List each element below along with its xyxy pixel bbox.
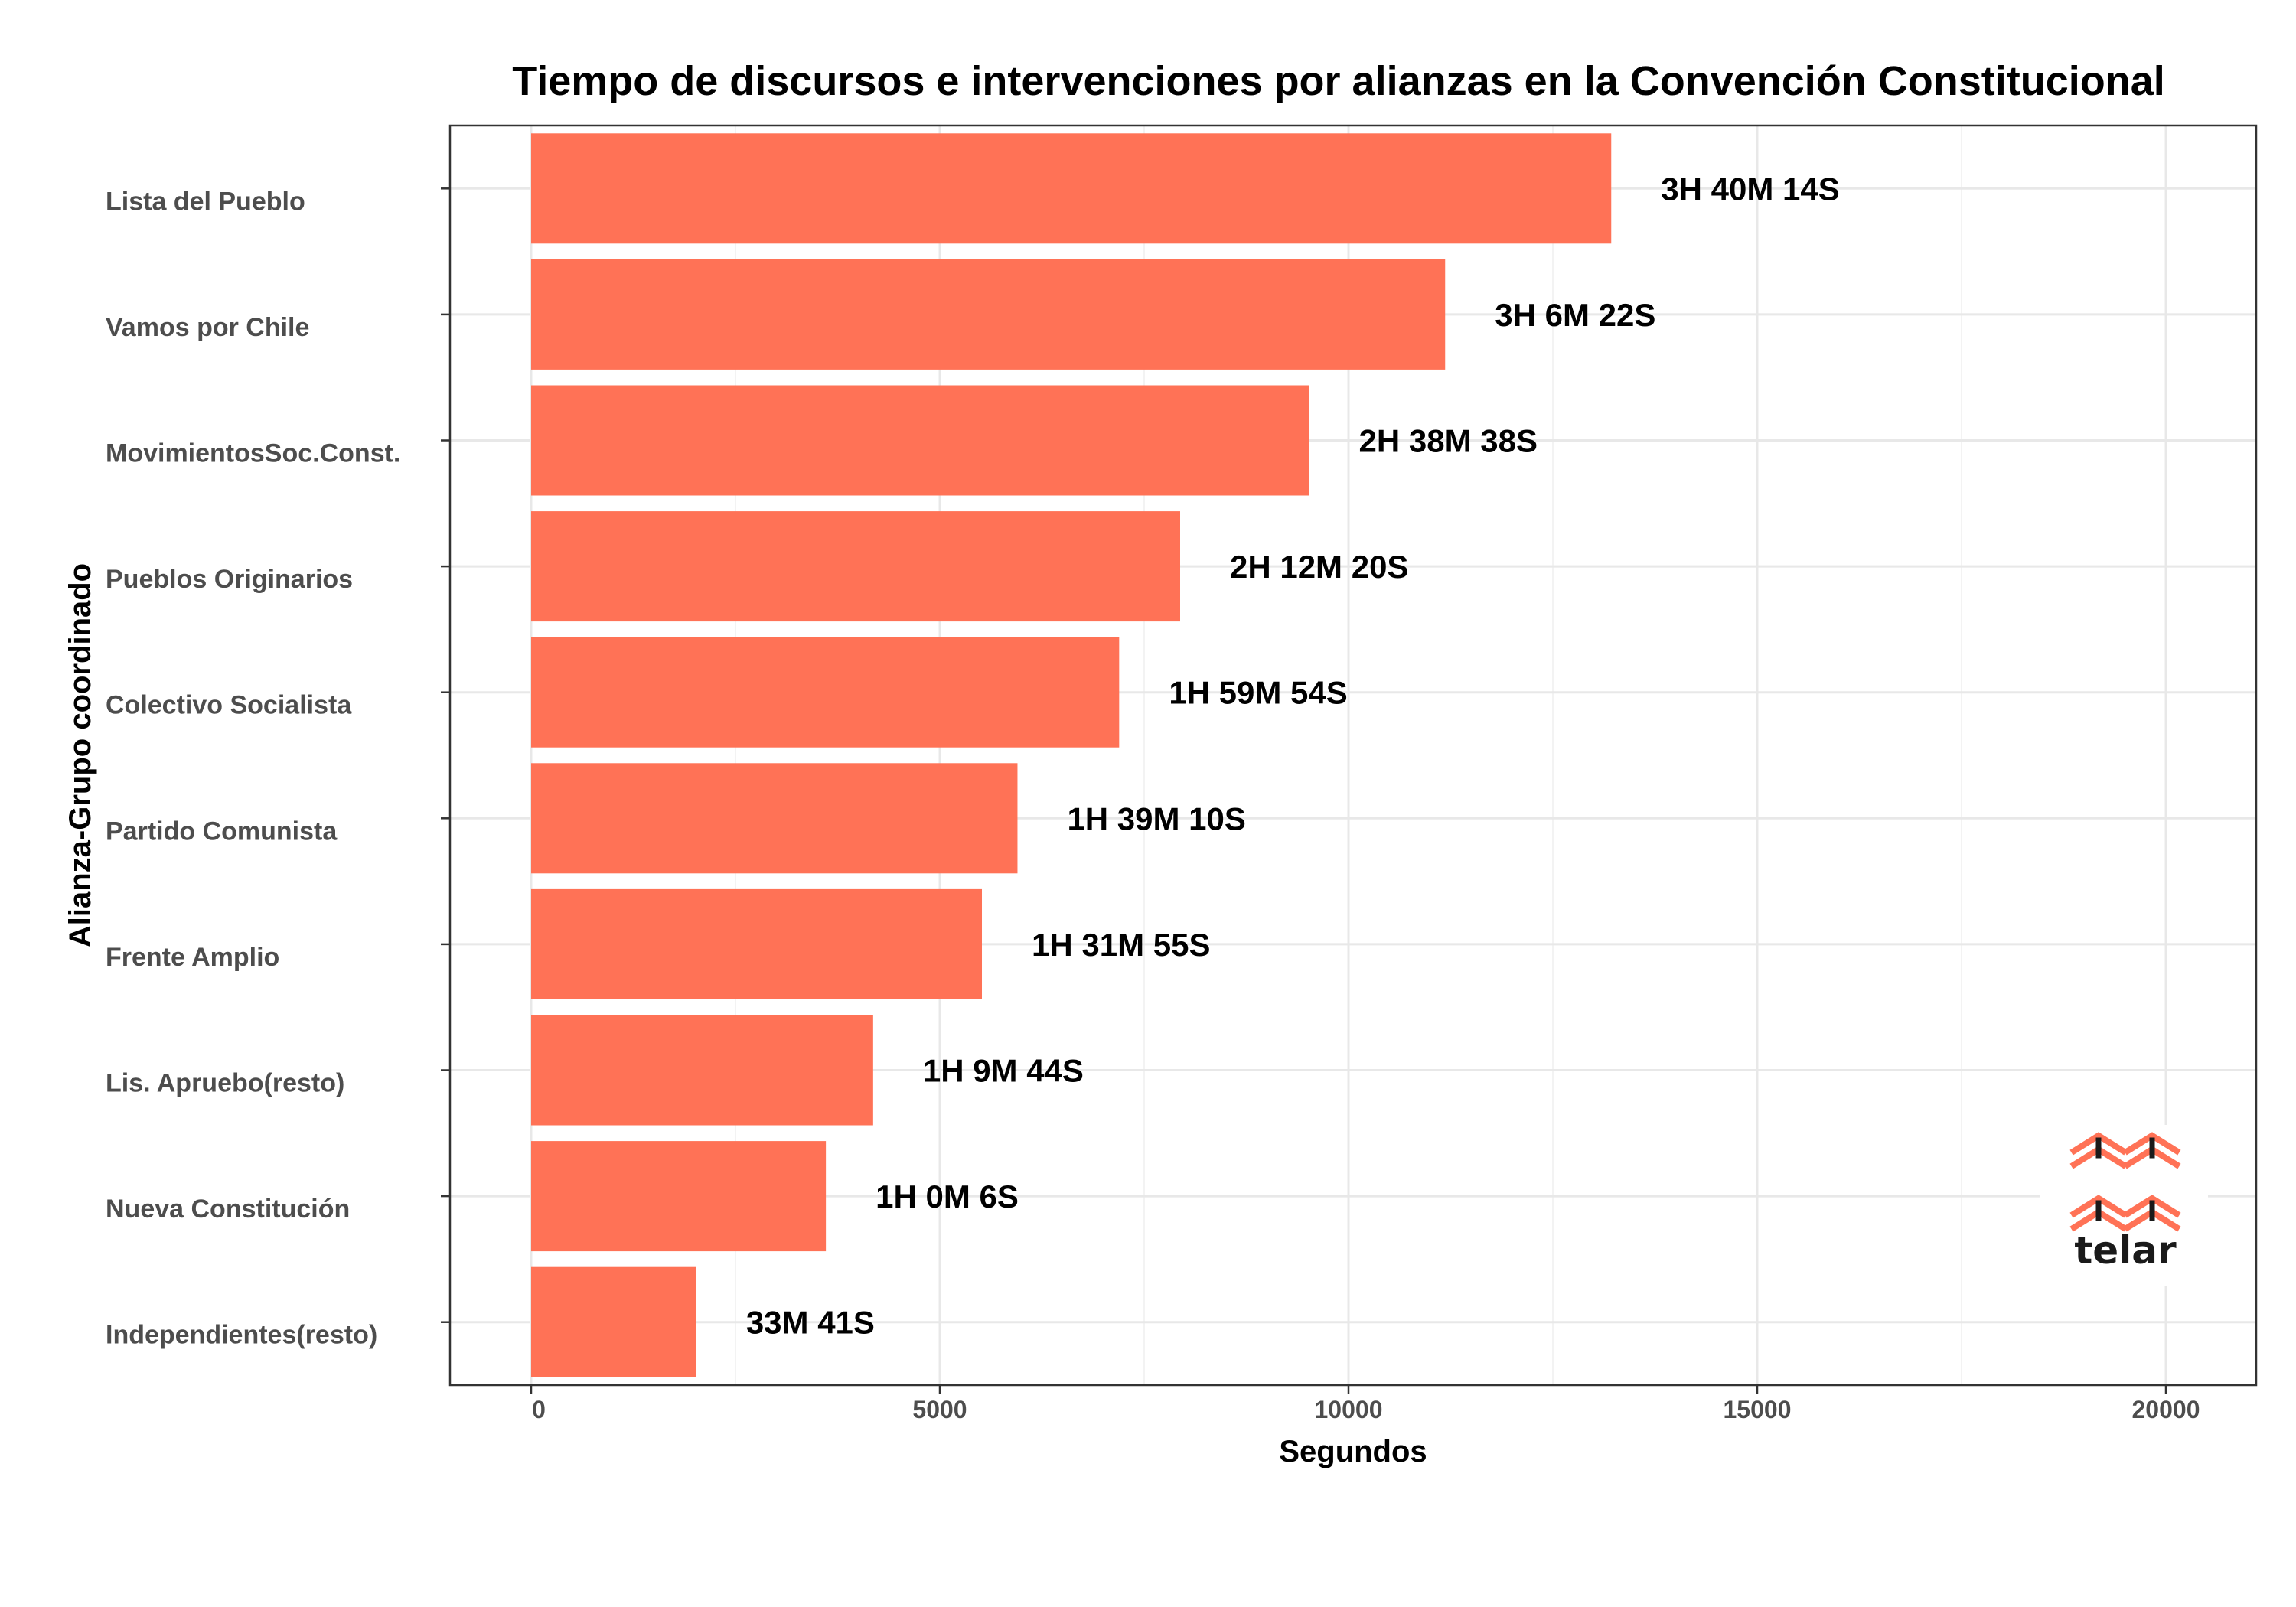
bar [531, 888, 983, 999]
bar [531, 763, 1018, 874]
logo-text: telar [2074, 1228, 2177, 1273]
value-labels: 3H 40M 14S 3H 6M 22S 2H 38M 38S 2H 12M 20S 1… [746, 171, 1840, 1340]
data-label: 1H 31M 55S [1032, 927, 1210, 963]
y-tick-label: Frente Amplio [106, 943, 279, 972]
bar [531, 1141, 827, 1252]
y-tick-label: Nueva Constitución [106, 1195, 350, 1224]
y-axis-title: Alianza-Grupo coordinado [64, 563, 97, 947]
x-tick-label: 20000 [2132, 1396, 2200, 1423]
bar [531, 385, 1309, 496]
woven-chevrons-icon [2069, 1132, 2181, 1232]
data-label: 1H 39M 10S [1067, 800, 1245, 836]
x-axis-ticks: 0 5000 10000 15000 20000 [530, 1385, 2200, 1423]
y-tick-label: Pueblos Originarios [106, 565, 353, 594]
bar [531, 259, 1446, 370]
y-tick-label: Vamos por Chile [106, 313, 309, 342]
x-axis-title: Segundos [1279, 1435, 1427, 1468]
bars [531, 133, 1612, 1377]
y-tick-label: Lista del Pueblo [106, 187, 305, 216]
x-tick-label: 5000 [912, 1396, 967, 1423]
data-label: 1H 9M 44S [923, 1053, 1084, 1089]
y-tick-label: Independientes(resto) [106, 1321, 377, 1350]
x-tick-label: 0 [532, 1396, 546, 1423]
data-label: 3H 6M 22S [1495, 297, 1655, 333]
y-tick-label: Partido Comunista [106, 817, 338, 846]
telar-logo: telar [2040, 1125, 2208, 1286]
chart-title: Tiempo de discursos e intervenciones por… [512, 58, 2165, 104]
bar [531, 133, 1612, 244]
data-label: 2H 12M 20S [1230, 549, 1408, 585]
bar [531, 511, 1180, 622]
x-tick-label: 15000 [1724, 1396, 1792, 1423]
y-axis-categories: Lista del Pueblo Vamos por Chile Movimient… [106, 187, 450, 1350]
data-label: 3H 40M 14S [1661, 171, 1839, 207]
y-tick-label: Colectivo Socialista [106, 691, 352, 720]
bar [531, 637, 1120, 748]
y-tick-label: MovimientosSoc.Const. [106, 439, 400, 468]
data-label: 33M 41S [746, 1305, 875, 1341]
x-tick-label: 10000 [1315, 1396, 1383, 1423]
data-label: 2H 38M 38S [1359, 423, 1538, 459]
bar [531, 1015, 873, 1126]
y-tick-label: Lis. Apruebo(resto) [106, 1069, 344, 1098]
data-label: 1H 0M 6S [876, 1178, 1019, 1214]
bar [531, 1266, 696, 1377]
plot-frame [448, 124, 2258, 1387]
data-label: 1H 59M 54S [1169, 675, 1347, 711]
